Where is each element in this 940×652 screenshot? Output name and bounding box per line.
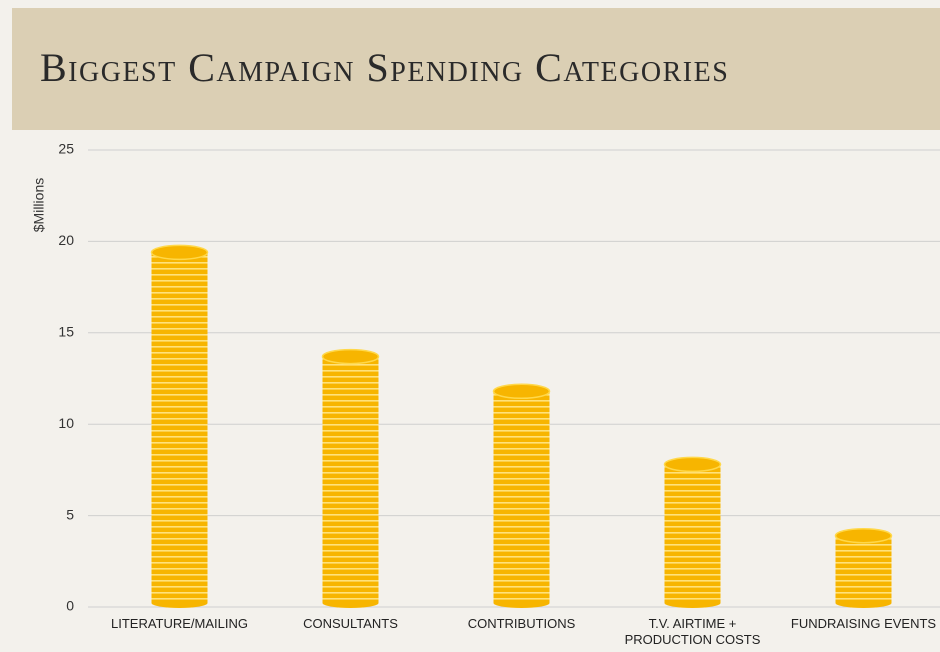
y-tick-label: 5 [66, 506, 74, 522]
y-tick-label: 15 [58, 324, 74, 340]
y-tick-label: 10 [58, 415, 74, 431]
y-tick-label: 25 [58, 141, 74, 157]
page: Biggest Campaign Spending Categories $Mi… [0, 0, 940, 652]
coin-stack-top [836, 529, 892, 543]
y-tick-label: 0 [66, 598, 74, 614]
x-tick-label: T.V. AIRTIME + PRODUCTION COSTS [613, 616, 773, 648]
y-tick-label: 20 [58, 232, 74, 248]
coin-stack-top [152, 245, 208, 259]
x-tick-label: LITERATURE/MAILING [100, 616, 260, 632]
coin-stack [152, 252, 208, 603]
coin-stack [836, 536, 892, 603]
coin-stack [665, 464, 721, 603]
coin-stack-top [323, 350, 379, 364]
x-tick-label: CONSULTANTS [271, 616, 431, 632]
y-axis-label: $Millions [31, 178, 47, 232]
coin-stack-top [665, 457, 721, 471]
chart: $Millions 0 5 10 15 20 25 [0, 0, 940, 652]
coin-stack-top [494, 384, 550, 398]
x-tick-label: CONTRIBUTIONS [442, 616, 602, 632]
coin-stack [494, 391, 550, 603]
coin-stack [323, 357, 379, 603]
x-tick-label: FUNDRAISING EVENTS [784, 616, 940, 632]
